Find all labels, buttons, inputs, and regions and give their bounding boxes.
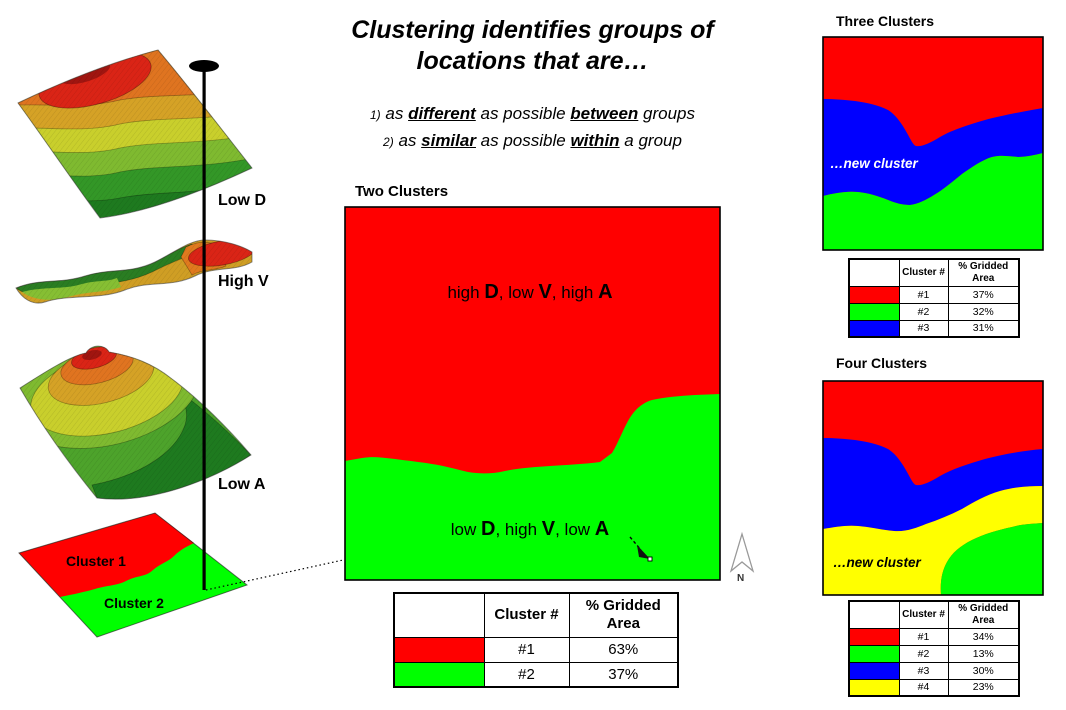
surface-label-high-v: High V	[218, 273, 269, 290]
two-clusters-red-label: high D, low V, high A	[447, 281, 613, 303]
three-clusters-annotation: …new cluster	[830, 156, 918, 171]
cluster-number-cell: #4	[898, 678, 949, 697]
table-row: #2 32%	[848, 302, 1020, 321]
gridded-area-cell: 31%	[947, 319, 1020, 338]
point1-number: 1)	[369, 108, 381, 122]
gridded-area-cell: 37%	[947, 285, 1020, 304]
two-clusters-table: Cluster # % Gridded Area #1 63% #2 37%	[393, 592, 679, 688]
bullet-point-1: 1) as different as possible between grou…	[369, 104, 696, 123]
three-clusters-blue-region	[823, 99, 1043, 205]
cluster-number-cell: #2	[898, 644, 949, 663]
drill-line	[202, 66, 206, 590]
cluster-color-swatch	[848, 302, 900, 321]
cluster-number-cell: #1	[898, 627, 949, 646]
north-arrow-icon	[729, 531, 755, 573]
gridded-area-cell: 30%	[947, 661, 1020, 680]
cluster-color-swatch	[393, 636, 485, 663]
table-header-row: Cluster # % Gridded Area	[848, 600, 1020, 629]
gridded-area-cell: 37%	[568, 661, 679, 688]
four-clusters-title: Four Clusters	[836, 355, 928, 371]
bullet-point-2: 2) as similar as possible within a group	[383, 131, 682, 150]
gridded-area-cell: 63%	[568, 636, 679, 663]
cluster-number-cell: #2	[483, 661, 570, 688]
well-location-marker	[647, 556, 653, 562]
cluster-number-header: Cluster #	[483, 592, 570, 638]
cluster-color-swatch	[848, 627, 900, 646]
mini-cluster-map	[18, 512, 249, 638]
table-row: #3 30%	[848, 661, 1020, 680]
cluster-color-swatch	[393, 661, 485, 688]
four-clusters-green-region	[940, 523, 1043, 595]
four-clusters-annotation: …new cluster	[833, 555, 921, 570]
cluster-number-cell: #1	[898, 285, 949, 304]
north-arrow-label: N	[737, 573, 745, 584]
cluster-color-swatch	[848, 678, 900, 697]
gridded-area-cell: 13%	[947, 644, 1020, 663]
cluster-number-header: Cluster #	[898, 600, 949, 629]
gridded-area-header: % Gridded Area	[947, 258, 1020, 287]
three-clusters-title: Three Clusters	[836, 13, 935, 29]
swatch-column-header	[848, 258, 900, 287]
cluster-number-cell: #2	[898, 302, 949, 321]
swatch-column-header	[848, 600, 900, 629]
three-clusters-table: Cluster # % Gridded Area #1 37% #2 32% #…	[848, 258, 1020, 338]
cluster-number-header: Cluster #	[898, 258, 949, 287]
table-row: #1 63%	[393, 636, 679, 663]
two-clusters-title: Two Clusters	[355, 183, 449, 200]
gridded-area-header: % Gridded Area	[947, 600, 1020, 629]
gridded-area-cell: 34%	[947, 627, 1020, 646]
cluster-color-swatch	[848, 319, 900, 338]
table-header-row: Cluster # % Gridded Area	[848, 258, 1020, 287]
cluster-color-swatch	[848, 644, 900, 663]
two-clusters-green-label: low D, high V, low A	[450, 518, 610, 540]
table-row: #3 31%	[848, 319, 1020, 338]
surface-label-low-a: Low A	[218, 476, 266, 493]
cluster-number-cell: #1	[483, 636, 570, 663]
three-clusters-green-region	[823, 153, 1043, 250]
mini-map-cluster2-label: Cluster 2	[104, 595, 164, 611]
four-clusters-yellow-region	[823, 486, 1043, 595]
point2-number: 2)	[383, 135, 394, 149]
cluster-color-swatch	[848, 285, 900, 304]
two-clusters-green-region	[345, 394, 720, 580]
table-row: #2 37%	[393, 661, 679, 688]
table-row: #1 37%	[848, 285, 1020, 304]
page-title-line1: Clustering identifies groups of	[351, 16, 714, 44]
three-clusters-map	[822, 36, 1044, 251]
pointer-arrowhead	[637, 545, 650, 559]
four-clusters-blue-region	[823, 438, 1043, 532]
cluster-color-swatch	[848, 661, 900, 680]
four-clusters-table: Cluster # % Gridded Area #1 34% #2 13% #…	[848, 600, 1020, 697]
cluster-number-cell: #3	[898, 319, 949, 338]
wellhead-ellipse	[189, 60, 219, 72]
gridded-area-cell: 23%	[947, 678, 1020, 697]
cluster-number-cell: #3	[898, 661, 949, 680]
gridded-area-cell: 32%	[947, 302, 1020, 321]
mini-cluster1-region	[19, 513, 194, 597]
table-header-row: Cluster # % Gridded Area	[393, 592, 679, 638]
four-clusters-map	[822, 380, 1044, 596]
page-title-line2: locations that are…	[416, 47, 649, 75]
table-row: #1 34%	[848, 627, 1020, 646]
swatch-column-header	[393, 592, 485, 638]
table-row: #4 23%	[848, 678, 1020, 697]
gridded-area-header: % Gridded Area	[568, 592, 679, 638]
table-row: #2 13%	[848, 644, 1020, 663]
mini-map-cluster1-label: Cluster 1	[66, 553, 126, 569]
two-clusters-map	[344, 206, 721, 581]
drill-stem	[189, 60, 219, 590]
surface-label-low-d: Low D	[218, 192, 266, 209]
